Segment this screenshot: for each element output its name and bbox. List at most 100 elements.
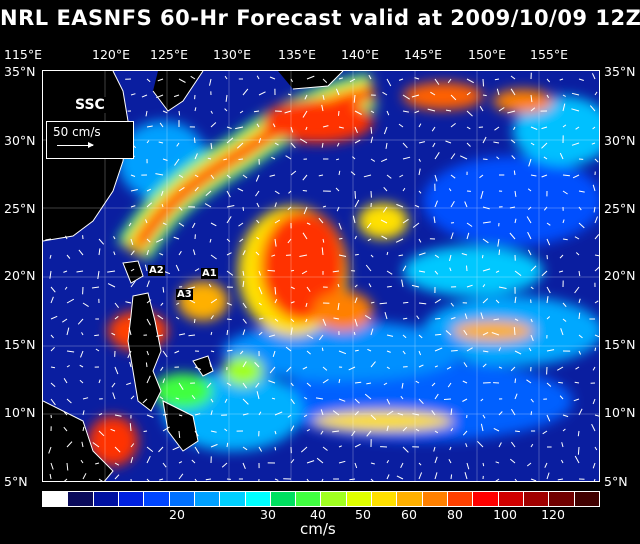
current-vector [66,298,75,304]
current-vector [114,414,122,417]
current-vector [431,126,436,132]
current-vector [434,456,438,464]
current-vector [418,334,423,339]
current-vector [210,331,213,336]
current-vector [242,88,249,96]
current-vector [162,462,167,468]
current-vector [155,173,164,176]
current-vector [497,238,500,247]
current-vector [594,91,598,96]
current-vector [353,331,356,336]
colorbar-segment [321,492,347,506]
current-vector [66,327,70,336]
current-vector [287,414,292,418]
current-vector [188,299,196,304]
current-vector [543,156,548,160]
current-vector [354,110,362,115]
current-vector [304,396,308,400]
current-vector [98,430,105,437]
current-vector [402,317,408,320]
current-vector [306,286,311,292]
current-vector [210,122,217,128]
current-vector [111,332,116,336]
current-vector [338,77,343,80]
current-vector [255,190,260,197]
current-vector [466,232,470,240]
graticule [43,71,599,481]
current-vector [130,456,134,464]
current-vector [332,430,340,433]
current-vector [418,141,426,144]
current-vector [386,350,391,353]
current-vector [226,205,235,208]
current-vector [450,408,453,416]
current-vector [65,235,68,240]
current-vector [290,327,293,336]
current-vector [162,413,168,416]
current-vector [256,202,260,208]
current-vector [594,414,599,417]
current-vector [482,363,487,368]
current-vector [80,459,84,464]
current-vector [62,318,68,323]
current-vector [449,446,452,451]
current-vector [562,428,566,432]
current-vector [256,236,260,240]
point-label-a2: A2 [148,265,165,276]
current-vector [159,396,164,400]
current-vector [193,318,196,323]
lat-label-right: 15°N [604,337,636,352]
current-vector [143,430,148,432]
current-vector [383,186,388,192]
current-vector [434,174,438,182]
current-vector [155,238,164,243]
current-vector [226,270,234,276]
current-vector [130,205,136,208]
current-vector [510,139,516,144]
current-vector [63,378,68,384]
current-vector [274,286,277,295]
current-vector [338,378,341,384]
current-vector [418,398,424,405]
current-vector [91,286,100,289]
current-vector [78,249,84,256]
current-vector [414,110,420,114]
current-vector [178,333,186,336]
current-vector [466,110,473,117]
current-vector [336,142,340,147]
current-vector [63,426,68,432]
colorbar-segment [574,492,599,506]
current-vector [242,413,249,416]
current-vector [302,174,308,181]
current-vector [546,382,552,387]
lat-label-left: 25°N [4,201,36,216]
current-vector [386,334,394,337]
current-vector [285,346,292,352]
current-vector [256,391,260,400]
current-vector [145,110,148,117]
current-vector [157,314,164,320]
current-vector [507,110,516,114]
colorbar-segment [220,492,246,506]
colorbar-segment [169,492,195,506]
current-vector [562,124,567,128]
current-vector [242,382,248,389]
current-vector [242,250,246,256]
current-vector [210,110,213,114]
current-vector [513,327,516,336]
current-vector [305,318,308,323]
current-speed-map[interactable]: SSC 50 cm/s A1 A2 A3 [42,70,600,482]
current-vector [575,366,580,370]
current-vector [530,398,534,403]
current-vector [191,459,196,464]
colorbar-tick: 120 [541,507,565,522]
current-vector [146,188,152,192]
current-vector [226,382,232,386]
current-vector [401,279,404,288]
current-vector [592,366,596,371]
current-vector [126,382,132,386]
current-vector [466,222,473,227]
current-vector [178,461,183,464]
current-vector [514,350,522,355]
current-vector [402,334,407,339]
